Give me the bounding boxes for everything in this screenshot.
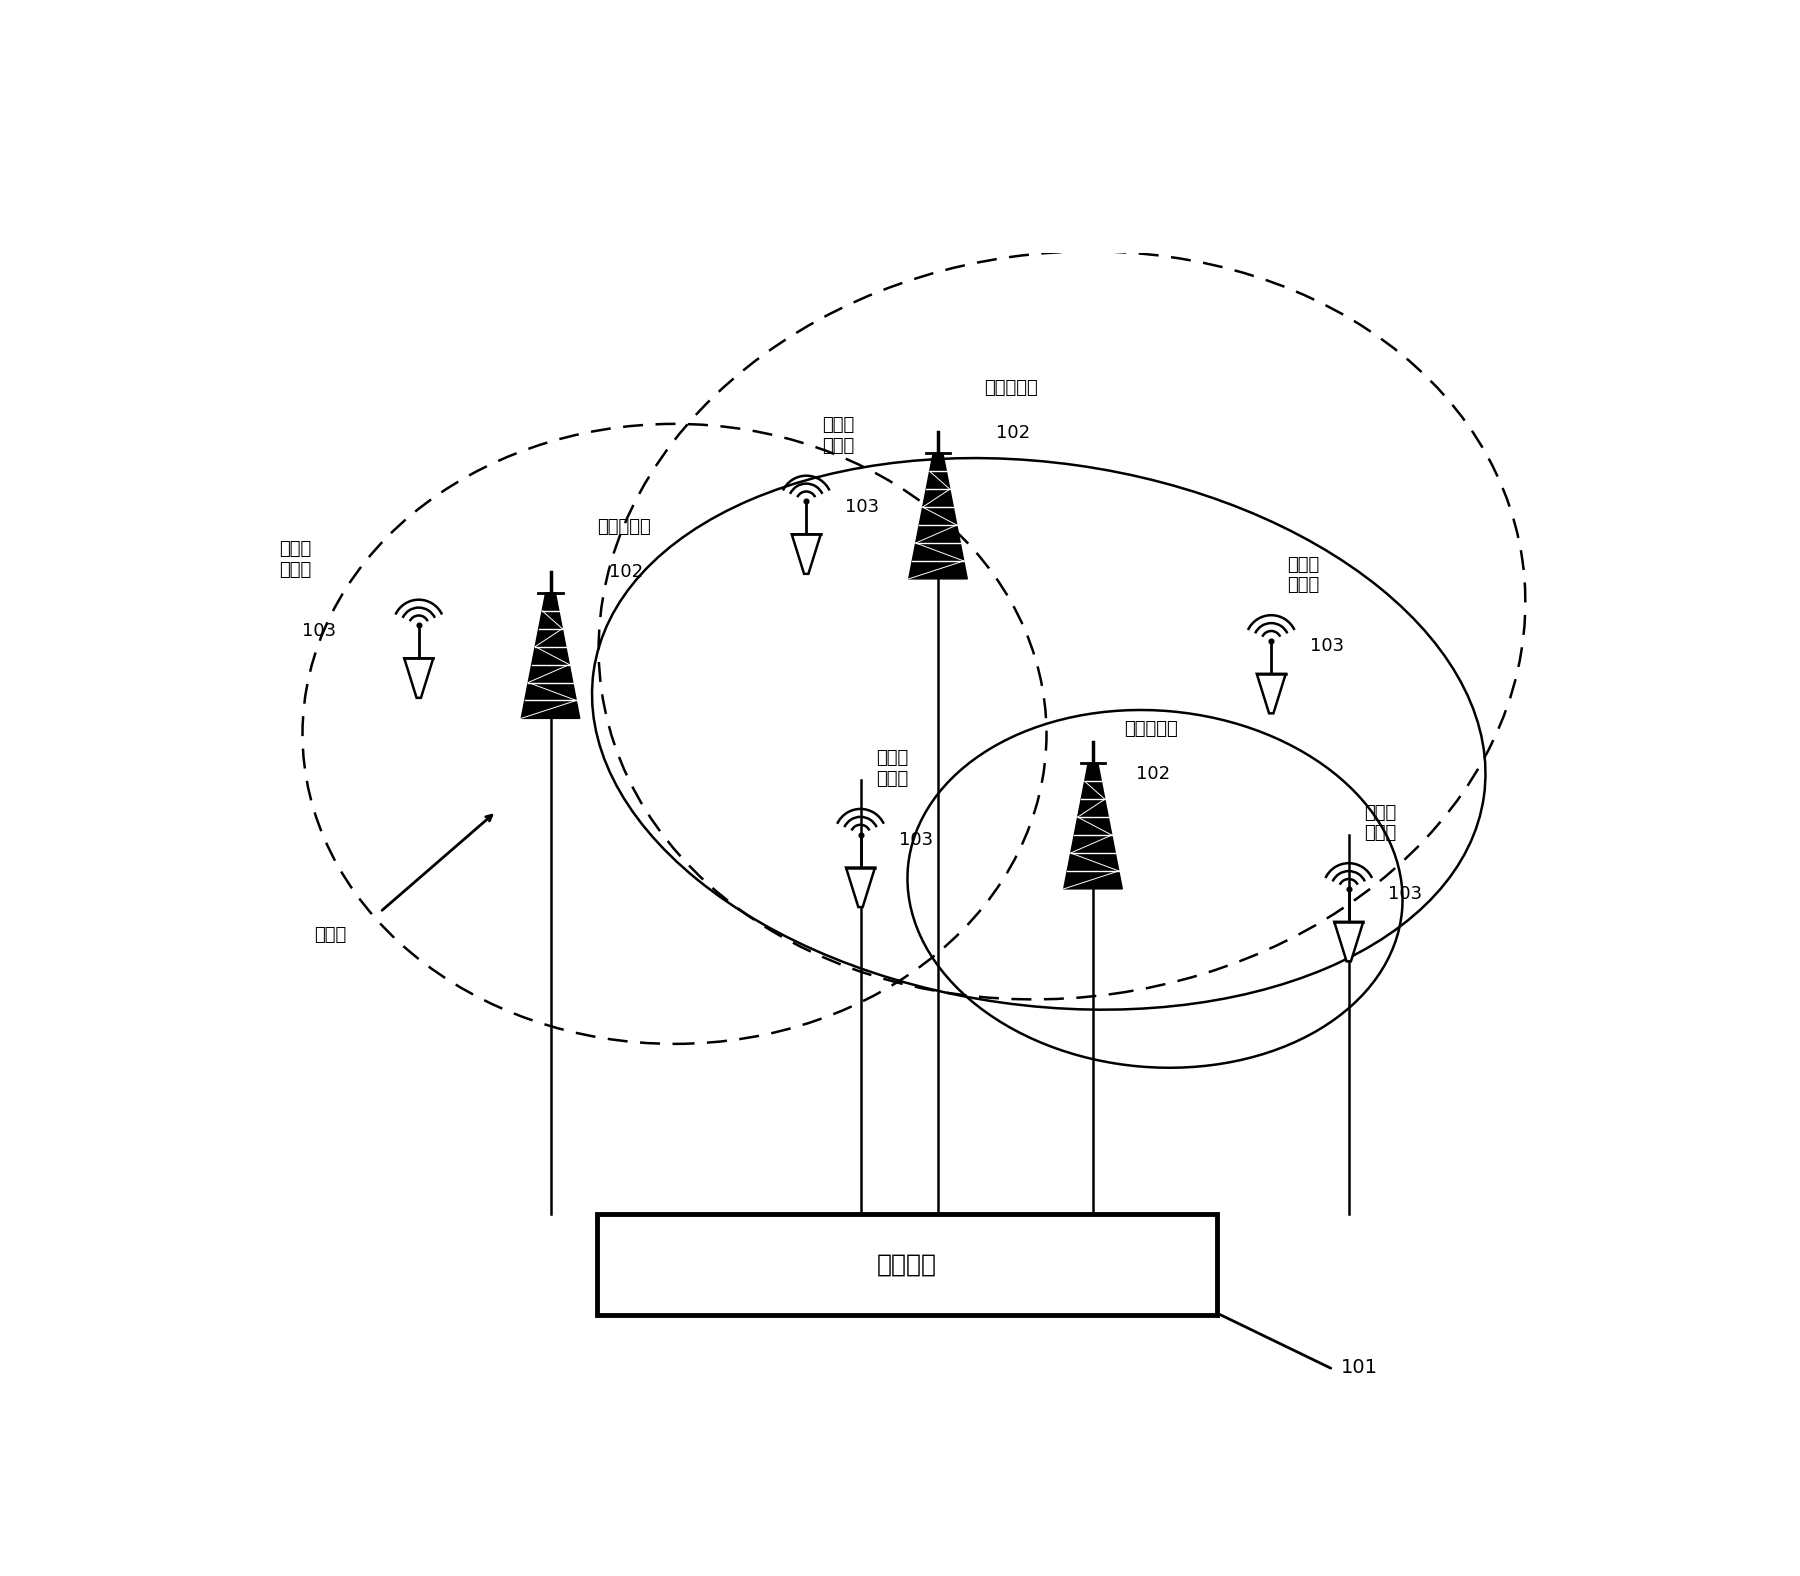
Text: 主控单元: 主控单元 — [877, 1253, 938, 1277]
Bar — [598, 1215, 1217, 1314]
Polygon shape — [1256, 675, 1285, 714]
Polygon shape — [792, 534, 821, 574]
Polygon shape — [1334, 922, 1363, 961]
Text: 101: 101 — [1341, 1359, 1379, 1377]
Text: 普通小
区基站: 普通小 区基站 — [1364, 804, 1397, 843]
Text: 102: 102 — [995, 424, 1030, 441]
Text: 103: 103 — [1310, 637, 1345, 656]
Text: 锚小区基站: 锚小区基站 — [1123, 720, 1177, 738]
Polygon shape — [909, 454, 967, 578]
Text: 103: 103 — [302, 621, 337, 640]
Text: 小区簇: 小区簇 — [315, 927, 346, 944]
Polygon shape — [405, 659, 434, 698]
Text: 锚小区基站: 锚小区基站 — [598, 519, 652, 536]
Polygon shape — [1064, 763, 1121, 889]
Text: 103: 103 — [844, 498, 878, 515]
Text: 普通小
区基站: 普通小 区基站 — [877, 749, 909, 788]
Text: 103: 103 — [900, 831, 934, 849]
Polygon shape — [522, 593, 580, 719]
Polygon shape — [846, 867, 875, 908]
Text: 锚小区基站: 锚小区基站 — [985, 378, 1039, 397]
Text: 103: 103 — [1388, 886, 1422, 903]
Text: 102: 102 — [608, 563, 643, 582]
Text: 普通小
区基站: 普通小 区基站 — [823, 416, 853, 455]
Text: 102: 102 — [1136, 764, 1170, 783]
Text: 普通小
区基站: 普通小 区基站 — [1287, 556, 1319, 594]
Text: 普通小
区基站: 普通小 区基站 — [279, 541, 311, 578]
